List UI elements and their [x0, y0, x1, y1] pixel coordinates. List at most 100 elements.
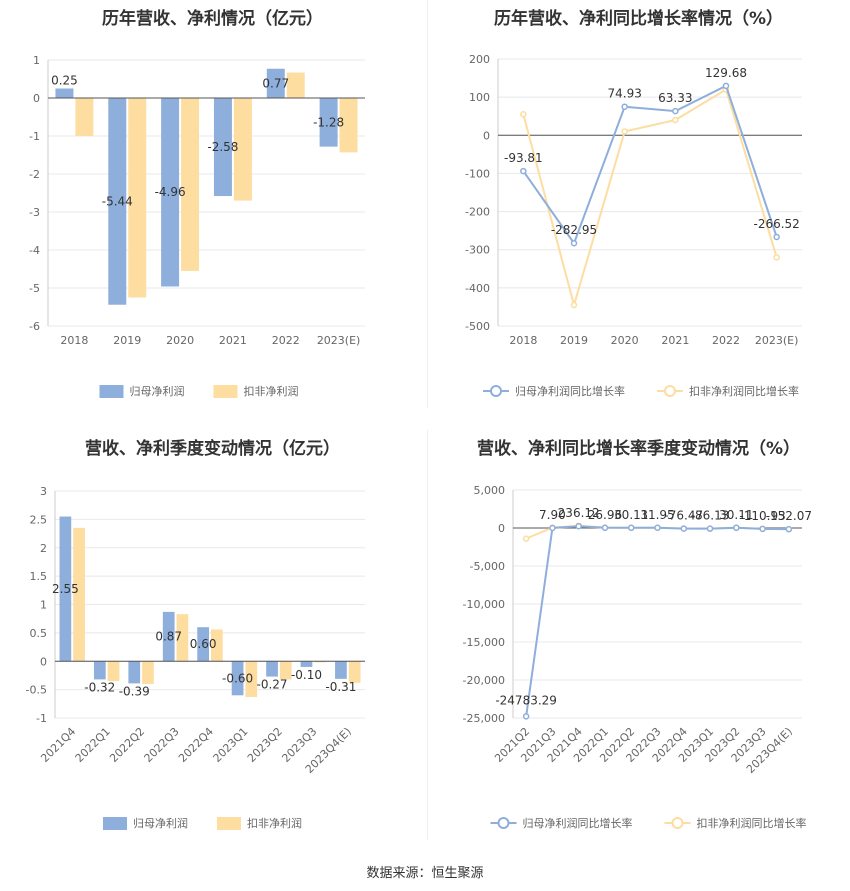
- y-tick-label: 0: [40, 655, 47, 668]
- y-tick-label: 100: [469, 91, 490, 104]
- y-tick-label: -6: [29, 320, 40, 333]
- y-tick-label: 1: [40, 599, 47, 612]
- data-label: 74.93: [607, 87, 641, 101]
- data-label: -110.93: [739, 509, 785, 523]
- data-point: [570, 301, 578, 309]
- y-tick-label: 200: [469, 53, 490, 66]
- data-point: [522, 713, 530, 720]
- legend-swatch: [217, 817, 241, 830]
- bar: [142, 661, 154, 684]
- series-line: [522, 87, 778, 309]
- vertical-divider-bottom: [427, 430, 428, 840]
- chart-title: 历年营收、净利情况（亿元）: [102, 9, 323, 29]
- data-label: -0.27: [257, 678, 288, 692]
- data-point: [785, 525, 793, 533]
- bar: [245, 661, 258, 698]
- annual-profit-bar-chart: 1 0 -1 -2 -3 -4 -5 -6 2018 2019 2020 2021 2022 2023(E…: [29, 54, 365, 398]
- y-tick-label: -5: [29, 282, 40, 295]
- data-label: 0.25: [51, 74, 78, 88]
- y-tick-label: -5,000: [470, 560, 505, 573]
- data-label: 0.60: [190, 637, 217, 651]
- bar: [213, 98, 232, 197]
- series-line: [522, 84, 778, 246]
- x-tick-label: 2019: [560, 334, 588, 347]
- data-point: [522, 535, 530, 542]
- y-tick-label: 0.5: [30, 627, 48, 640]
- data-point: [706, 525, 714, 532]
- data-point: [601, 524, 609, 532]
- x-tick-label: 2022Q4: [176, 725, 216, 765]
- vertical-divider-top: [427, 0, 428, 408]
- y-tick-label: 3: [40, 485, 47, 498]
- y-tick-label: -4: [29, 244, 40, 257]
- bar: [197, 627, 209, 662]
- y-tick-label: -15,000: [463, 636, 505, 649]
- bar: [279, 661, 292, 680]
- legend-circle-marker: [497, 817, 510, 829]
- bar: [107, 661, 120, 682]
- y-tick-label: -500: [465, 320, 490, 333]
- y-tick-label: 1.5: [30, 570, 48, 583]
- legend-swatch: [213, 385, 238, 398]
- bar: [55, 88, 74, 98]
- bar: [300, 661, 313, 667]
- data-label: -2.58: [207, 140, 238, 154]
- x-tick-label: 2022: [272, 334, 300, 347]
- data-label: -0.32: [84, 680, 115, 694]
- y-tick-label: 0: [483, 129, 490, 142]
- bar: [128, 98, 147, 298]
- data-label: -266.52: [754, 217, 800, 231]
- data-label: 63.33: [658, 91, 692, 105]
- quarterly-growth-line-chart: 5,000 0 -5,000 -10,000 -15,000 -20,000 -25,000…: [463, 484, 812, 830]
- y-tick-label: 0: [33, 92, 40, 105]
- data-label: 0.87: [155, 630, 182, 644]
- data-source-note: 数据来源：恒生聚源: [366, 866, 484, 881]
- data-label: -0.10: [291, 668, 322, 682]
- data-label: -5.44: [102, 194, 133, 208]
- data-point: [621, 128, 628, 135]
- x-tick-label: 2023Q1: [211, 725, 251, 765]
- x-tick-label: 2020: [611, 334, 639, 347]
- y-tick-label: 0: [498, 522, 505, 535]
- data-label: -1.28: [313, 115, 344, 129]
- bar: [314, 661, 327, 663]
- x-tick-label: 2022Q3: [142, 725, 182, 765]
- bar: [348, 661, 361, 683]
- bar: [181, 98, 200, 271]
- bar: [59, 516, 72, 662]
- data-point: [575, 522, 582, 530]
- y-tick-label: -3: [29, 206, 40, 219]
- x-tick-label: 2018: [509, 334, 537, 347]
- legend-label: 归母净利润同比增长率: [523, 816, 633, 830]
- chart-title: 营收、净利同比增长率季度变动情况（%）: [476, 439, 801, 459]
- data-label: 7.90: [539, 508, 566, 522]
- legend-label: 扣非净利润同比增长率: [697, 816, 807, 830]
- legend-circle-marker: [671, 817, 684, 829]
- data-point: [733, 524, 740, 532]
- legend-circle-marker: [664, 385, 676, 397]
- data-point: [672, 116, 679, 124]
- bar: [128, 661, 141, 684]
- x-tick-label: 2018: [60, 334, 88, 347]
- data-label: -152.07: [766, 509, 812, 523]
- chart-panel-quarterly-growth: 营收、净利同比增长率季度变动情况（%） 5,000 0 -5,000 -10,000 -…: [427, 430, 850, 850]
- data-label: -86.13: [691, 509, 730, 523]
- data-point: [520, 167, 527, 175]
- data-label: -0.39: [119, 684, 150, 698]
- x-tick-label: 2022: [712, 334, 740, 347]
- data-label: 31.95: [640, 508, 674, 522]
- chart-panel-annual-profit: 历年营收、净利情况（亿元） 1 0 -1 -2 -3 -4 -5 -6 2018 2019 2020…: [0, 0, 425, 410]
- legend-label: 扣非净利润: [247, 816, 302, 830]
- y-tick-label: -25,000: [463, 712, 505, 725]
- x-tick-label: 2022Q2: [107, 725, 147, 765]
- y-tick-label: 2.5: [30, 513, 48, 526]
- chart-title: 营收、净利季度变动情况（亿元）: [85, 439, 340, 459]
- bar: [73, 527, 85, 662]
- y-tick-label: -0.5: [26, 684, 47, 697]
- legend-label: 归母净利润: [133, 816, 188, 830]
- legend-swatch: [103, 817, 127, 830]
- data-label: 30.11: [719, 508, 753, 522]
- x-tick-label: 2021Q4: [38, 725, 78, 765]
- data-point: [773, 233, 780, 241]
- data-label: -0.60: [222, 671, 253, 685]
